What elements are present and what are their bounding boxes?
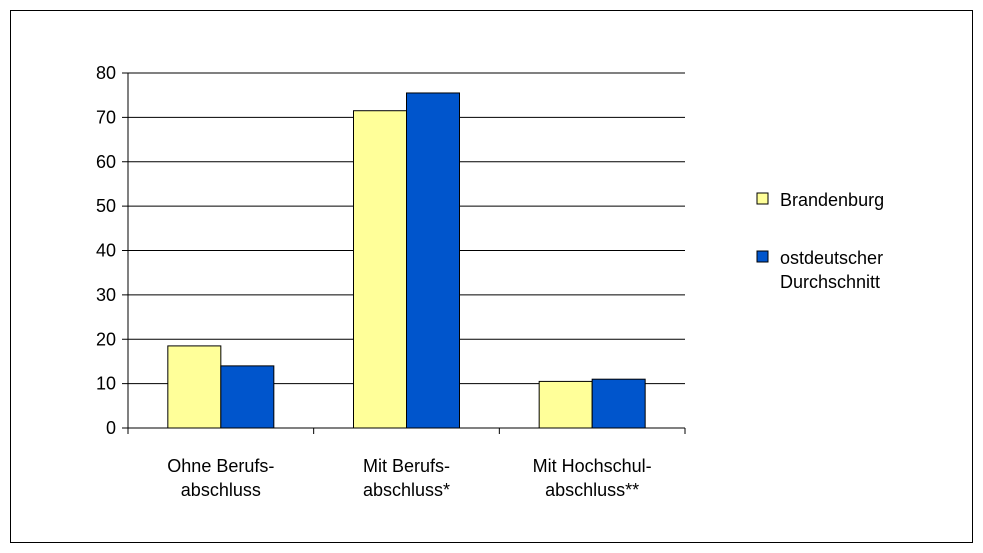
bar xyxy=(406,92,460,429)
y-tick-label: 10 xyxy=(96,374,116,394)
chart-border xyxy=(10,10,973,543)
y-tick-label: 0 xyxy=(106,418,116,438)
bar xyxy=(591,378,646,429)
y-tick-label: 30 xyxy=(96,285,116,305)
bar xyxy=(220,365,275,429)
x-tick-label: Mit Hochschul-abschluss** xyxy=(533,456,652,500)
y-tick-label: 60 xyxy=(96,152,116,172)
legend-label: Brandenburg xyxy=(780,190,884,210)
y-tick-label: 70 xyxy=(96,107,116,127)
y-tick-label: 20 xyxy=(96,329,116,349)
y-tick-label: 40 xyxy=(96,241,116,261)
x-tick-label: Mit Berufs-abschluss* xyxy=(363,456,450,500)
y-tick-label: 80 xyxy=(96,63,116,83)
bar xyxy=(538,380,593,429)
legend-swatch xyxy=(756,250,769,263)
x-tick-label: Ohne Berufs-abschluss xyxy=(167,456,274,500)
legend-label: ostdeutscher Durchschnitt xyxy=(780,248,883,292)
y-tick-label: 50 xyxy=(96,196,116,216)
bar xyxy=(353,110,407,429)
legend-swatch xyxy=(756,192,769,205)
bar xyxy=(167,345,222,429)
